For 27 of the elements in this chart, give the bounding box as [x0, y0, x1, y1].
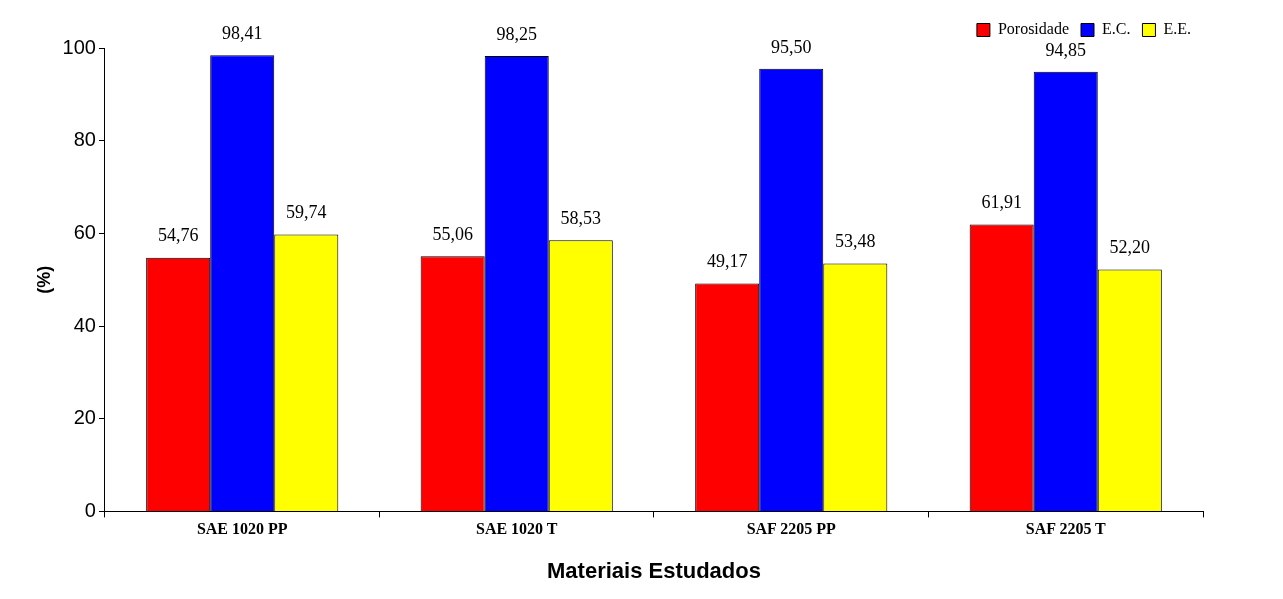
y-tick-label: 20 — [73, 406, 96, 429]
data-label: 58,53 — [560, 207, 602, 228]
x-tick-label: SAF 2205 T — [1025, 520, 1107, 538]
data-label: 49,17 — [706, 251, 748, 272]
data-label: 52,20 — [1109, 237, 1151, 258]
data-label: 61,91 — [981, 192, 1022, 213]
y-axis-title: (%) — [33, 265, 54, 294]
y-tick-label: 100 — [62, 35, 96, 58]
x-tick-label: SAE 1020 PP — [196, 520, 288, 538]
x-axis-title: Materiais Estudados — [547, 557, 761, 583]
data-label: 55,06 — [432, 223, 473, 244]
data-label: 53,48 — [835, 231, 876, 252]
y-tick-label: 60 — [73, 220, 96, 243]
legend-label: Porosidade — [997, 20, 1070, 38]
data-label: 98,25 — [496, 23, 537, 44]
data-label: 98,41 — [221, 23, 263, 44]
x-tick-label: SAE 1020 T — [475, 520, 558, 538]
data-label: 94,85 — [1045, 39, 1086, 60]
legend-label: E.E. — [1163, 20, 1191, 38]
data-label: 95,50 — [770, 36, 812, 57]
x-tick-label: SAF 2205 PP — [746, 520, 837, 538]
y-tick-label: 80 — [73, 128, 96, 151]
data-label: 59,74 — [286, 202, 327, 223]
y-tick-label: 40 — [73, 313, 96, 336]
data-label: 54,76 — [157, 225, 199, 246]
y-tick-label: 0 — [84, 498, 96, 521]
legend-label: E.C. — [1102, 20, 1131, 38]
